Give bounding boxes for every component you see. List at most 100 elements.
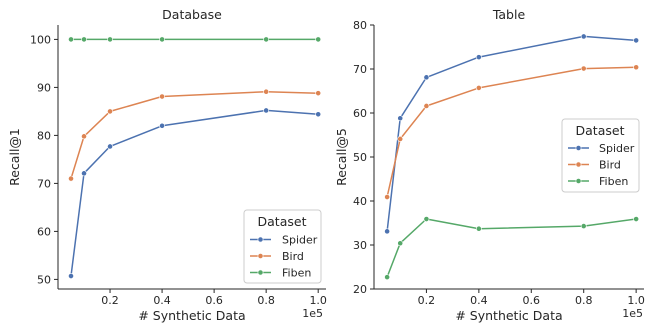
legend-entry-fiben: Fiben bbox=[568, 175, 628, 188]
y-tick-label: 100 bbox=[30, 33, 51, 46]
y-axis-label: Recall@5 bbox=[334, 128, 349, 186]
data-point-spider bbox=[68, 273, 74, 279]
legend-frame bbox=[561, 118, 640, 193]
data-point-spider bbox=[423, 74, 430, 81]
data-point-fiben bbox=[384, 274, 391, 281]
y-tick-label: 70 bbox=[353, 63, 367, 76]
data-point-fiben bbox=[107, 36, 113, 43]
y-tick-label: 90 bbox=[37, 81, 51, 94]
data-point-bird bbox=[580, 65, 587, 72]
x-axis-label: # Synthetic Data bbox=[138, 308, 245, 323]
y-tick-label: 60 bbox=[353, 107, 367, 120]
legend-marker bbox=[575, 178, 582, 184]
plot-area bbox=[68, 36, 322, 279]
legend-marker bbox=[257, 236, 264, 243]
legend-entry-bird: Bird bbox=[250, 250, 304, 263]
legend: Dataset Spider Bird Fiben bbox=[243, 209, 322, 284]
data-point-bird bbox=[397, 136, 404, 142]
x-tick-label: 0.4 bbox=[153, 294, 171, 307]
data-point-fiben bbox=[68, 36, 74, 43]
data-point-spider bbox=[475, 54, 482, 61]
data-point-spider bbox=[580, 33, 587, 40]
x-tick-label: 1.0 bbox=[627, 294, 645, 307]
legend-label: Fiben bbox=[599, 175, 628, 188]
legend-marker bbox=[575, 145, 582, 151]
y-axis-label: Recall@1 bbox=[7, 128, 22, 186]
x-axis-offset-label: 1e5 bbox=[302, 307, 323, 320]
data-point-spider bbox=[107, 143, 113, 150]
x-axis-label: # Synthetic Data bbox=[455, 308, 562, 323]
y-tick-label: 70 bbox=[37, 177, 51, 190]
x-axis-ticks: 0.2 0.4 0.6 0.8 1.0 bbox=[101, 289, 327, 307]
legend-entry-bird: Bird bbox=[568, 159, 621, 172]
x-tick-label: 0.2 bbox=[101, 294, 119, 307]
data-point-bird bbox=[263, 88, 270, 95]
data-point-bird bbox=[475, 85, 482, 91]
data-point-bird bbox=[384, 194, 391, 200]
data-point-fiben bbox=[315, 36, 322, 43]
x-tick-label: 0.4 bbox=[470, 294, 488, 307]
legend-label: Bird bbox=[599, 159, 621, 172]
legend-frame bbox=[243, 209, 322, 284]
data-point-spider bbox=[633, 37, 640, 44]
x-tick-label: 0.8 bbox=[257, 294, 275, 307]
data-point-bird bbox=[633, 64, 640, 71]
data-point-spider bbox=[397, 115, 404, 122]
y-tick-label: 50 bbox=[353, 151, 367, 164]
data-point-fiben bbox=[263, 36, 270, 43]
data-point-spider bbox=[263, 107, 270, 114]
legend-entry-fiben: Fiben bbox=[250, 267, 311, 280]
x-axis-ticks: 0.2 0.4 0.6 0.8 1.0 bbox=[418, 289, 645, 307]
chart-title: Table bbox=[492, 7, 526, 22]
data-point-fiben bbox=[633, 216, 640, 222]
legend-label: Fiben bbox=[282, 267, 311, 280]
x-tick-label: 1.0 bbox=[309, 294, 327, 307]
data-point-fiben bbox=[475, 225, 482, 232]
y-tick-label: 80 bbox=[37, 129, 51, 142]
data-point-bird bbox=[68, 175, 74, 182]
plot-area bbox=[384, 33, 640, 281]
series-line-spider bbox=[70, 109, 319, 277]
legend: Dataset Spider Bird Fiben bbox=[561, 118, 640, 193]
legend-entry-spider: Spider bbox=[250, 234, 318, 247]
legend-entry-spider: Spider bbox=[568, 142, 635, 155]
chart-title: Database bbox=[162, 7, 222, 22]
legend-label: Bird bbox=[282, 250, 304, 263]
legend-title: Dataset bbox=[576, 123, 625, 138]
legend-label: Spider bbox=[282, 234, 318, 247]
x-tick-label: 0.2 bbox=[418, 294, 436, 307]
data-point-fiben bbox=[580, 223, 587, 229]
data-point-spider bbox=[159, 122, 165, 129]
data-point-bird bbox=[159, 93, 165, 100]
x-tick-label: 0.8 bbox=[575, 294, 593, 307]
legend-label: Spider bbox=[599, 142, 635, 155]
legend-marker bbox=[257, 253, 264, 259]
y-tick-label: 60 bbox=[37, 225, 51, 238]
data-point-fiben bbox=[423, 216, 430, 222]
data-point-fiben bbox=[81, 36, 87, 43]
x-tick-label: 0.6 bbox=[523, 294, 541, 307]
data-point-bird bbox=[423, 103, 430, 109]
y-tick-label: 30 bbox=[353, 239, 367, 252]
y-axis-ticks: 20 30 40 50 60 70 80 bbox=[353, 19, 374, 296]
x-tick-label: 0.6 bbox=[205, 294, 223, 307]
data-point-spider bbox=[81, 170, 87, 177]
panel-database: Database Recall@1 # Synthetic Data 1e5 5… bbox=[7, 7, 327, 323]
legend-title: Dataset bbox=[258, 214, 307, 229]
data-point-bird bbox=[315, 90, 322, 97]
y-axis-ticks: 50 60 70 80 90 100 bbox=[30, 33, 58, 286]
data-point-fiben bbox=[397, 240, 404, 247]
data-point-bird bbox=[81, 133, 87, 140]
data-point-spider bbox=[384, 228, 391, 235]
legend-marker bbox=[575, 161, 582, 168]
panel-table: Table Recall@5 # Synthetic Data 1e5 20 30… bbox=[334, 7, 645, 323]
series-line-bird bbox=[70, 90, 319, 179]
data-point-bird bbox=[107, 108, 113, 115]
legend-marker bbox=[257, 269, 264, 276]
series-line-bird bbox=[386, 66, 637, 198]
y-tick-label: 80 bbox=[353, 19, 367, 32]
data-point-spider bbox=[315, 111, 322, 118]
x-axis-offset-label: 1e5 bbox=[622, 307, 643, 320]
y-tick-label: 40 bbox=[353, 195, 367, 208]
